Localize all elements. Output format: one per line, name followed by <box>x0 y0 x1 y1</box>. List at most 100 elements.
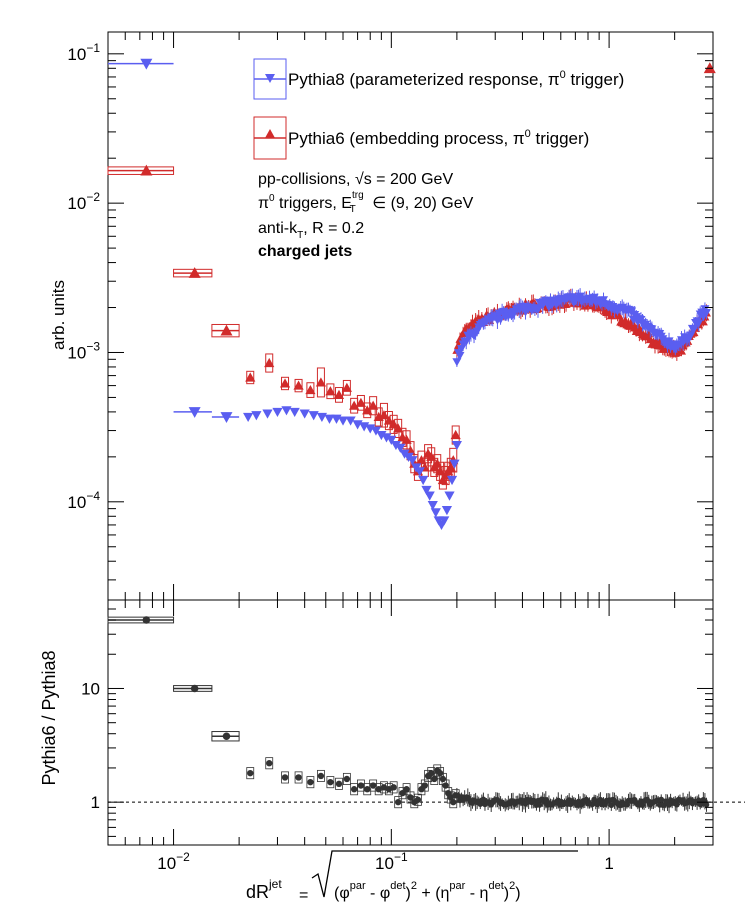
systematic-box <box>326 383 335 400</box>
data-point <box>521 308 531 317</box>
systematic-box <box>334 387 343 403</box>
data-point <box>452 358 462 367</box>
y-tick-label: 10−4 <box>67 489 100 512</box>
data-point <box>390 784 397 791</box>
data-point <box>388 419 399 429</box>
data-point <box>272 407 283 418</box>
data-point <box>383 415 395 425</box>
data-point <box>439 516 450 526</box>
systematic-box <box>441 465 450 486</box>
data-point <box>450 429 461 440</box>
annotation-block: pp-collisions, √s = 200 GeV π0 triggers,… <box>258 171 474 260</box>
systematic-box <box>316 367 325 398</box>
systematic-box <box>294 378 303 393</box>
data-point <box>442 782 449 789</box>
x-tick-label: 1 <box>604 854 613 873</box>
systematic-box <box>398 787 407 800</box>
data-point <box>430 508 441 518</box>
x-axis-formula: (φpar - φdet)2 + (ηpar - ηdet)2) <box>334 880 521 902</box>
data-point <box>533 306 543 315</box>
data-point <box>431 775 438 783</box>
systematic-box <box>402 783 411 796</box>
legend-label-pythia8: Pythia8 (parameterized response, π0 trig… <box>288 69 624 89</box>
data-point <box>701 309 711 318</box>
sqrt-sign-icon <box>311 850 578 898</box>
annotation-collisions: pp-collisions, √s = 200 GeV <box>258 171 453 188</box>
data-point <box>390 440 402 451</box>
data-point <box>449 459 460 469</box>
data-point <box>315 377 327 387</box>
data-point <box>376 430 387 441</box>
data-point <box>349 400 360 410</box>
data-point <box>432 458 443 468</box>
data-point <box>266 760 273 767</box>
data-point <box>424 491 435 501</box>
data-point <box>614 311 624 320</box>
systematic-box <box>384 410 393 431</box>
data-point <box>378 410 390 420</box>
systematic-box <box>389 414 398 434</box>
data-point <box>455 351 465 360</box>
x-axis-title: dRjet = (φpar - φdet)2 + (ηpar - ηdet)2) <box>246 850 578 904</box>
systematic-box <box>246 767 255 780</box>
data-point <box>289 407 300 418</box>
data-point <box>140 58 153 70</box>
ratio-panel-data <box>107 616 745 814</box>
data-point <box>188 267 201 278</box>
ratio-panel-axes: 10−2 10−1 1 10 1 <box>81 599 714 873</box>
systematic-box <box>306 382 315 398</box>
y-tick-label: 10−3 <box>67 339 100 362</box>
data-point <box>293 380 304 390</box>
data-point <box>220 324 233 336</box>
data-point <box>369 782 377 789</box>
top-panel-axes: 10−1 10−2 10−3 10−4 <box>67 32 714 600</box>
data-point <box>677 346 687 355</box>
data-point <box>281 406 292 416</box>
data-point <box>341 382 352 392</box>
data-point <box>140 164 153 176</box>
annotation-trigger: π0 triggers, Etrg T ∈ (9, 20) GeV <box>258 190 474 215</box>
data-point <box>394 798 402 806</box>
ratio-y-axis-title: Pythia6 / Pythia8 <box>39 650 59 785</box>
data-point <box>243 412 254 423</box>
data-point <box>450 798 457 806</box>
legend-label-pythia6: Pythia6 (embedding process, π0 trigger) <box>288 128 589 148</box>
data-point <box>381 433 392 443</box>
systematic-box <box>294 771 303 784</box>
data-point <box>421 782 429 789</box>
systematic-box <box>281 376 290 391</box>
data-point <box>386 435 397 445</box>
systematic-box <box>265 757 274 770</box>
data-point <box>316 412 328 423</box>
data-point <box>703 62 716 74</box>
data-point <box>599 296 609 305</box>
data-point <box>295 774 302 781</box>
systematic-box <box>335 777 343 790</box>
systematic-box <box>246 370 255 385</box>
systematic-box <box>342 772 351 785</box>
legend-entry-pythia8: Pythia8 (parameterized response, π0 trig… <box>253 58 624 100</box>
data-point <box>279 378 291 388</box>
data-point <box>350 786 358 793</box>
data-point <box>694 319 704 328</box>
data-point <box>222 732 231 740</box>
data-point <box>441 506 453 516</box>
systematic-box <box>326 776 335 789</box>
systematic-box <box>342 379 351 396</box>
systematic-box <box>363 402 372 419</box>
x-axis-title-main: dRjet <box>246 877 282 902</box>
data-point <box>345 416 356 426</box>
systematic-box <box>363 783 372 796</box>
systematic-box <box>369 396 378 416</box>
annotation-jets: charged jets <box>258 243 352 260</box>
data-point <box>142 616 151 624</box>
systematic-box <box>281 771 289 784</box>
triangle-up-icon <box>265 129 275 138</box>
data-point <box>444 491 455 501</box>
data-point <box>364 786 371 793</box>
systematic-box <box>394 796 403 809</box>
data-point <box>427 501 438 511</box>
data-point <box>317 772 325 780</box>
data-point <box>644 329 654 338</box>
